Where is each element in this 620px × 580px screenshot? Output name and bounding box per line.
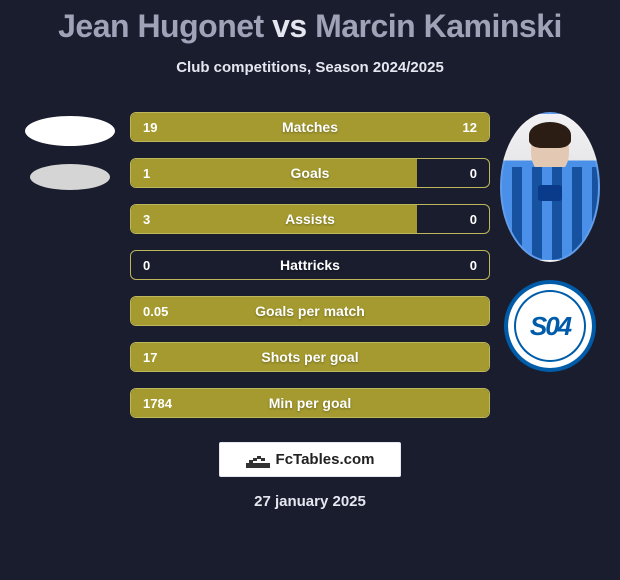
stat-label: Matches <box>131 113 489 141</box>
stat-label: Shots per goal <box>131 343 489 371</box>
player2-club-badge: S04 <box>504 280 596 372</box>
stat-label: Hattricks <box>131 251 489 279</box>
brand-chart-icon <box>246 452 268 468</box>
stat-row: 0.05Goals per match <box>130 296 490 326</box>
stat-value-right: 12 <box>463 113 477 141</box>
subtitle: Club competitions, Season 2024/2025 <box>176 59 444 76</box>
page-title: Jean Hugonet vs Marcin Kaminski <box>58 8 562 45</box>
stat-value-right: 0 <box>470 159 477 187</box>
stat-value-right: 0 <box>470 251 477 279</box>
stat-label: Goals per match <box>131 297 489 325</box>
player1-club-placeholder <box>30 164 110 190</box>
stat-row: 17Shots per goal <box>130 342 490 372</box>
club-badge-text: S04 <box>530 311 570 342</box>
stats-column: 19Matches121Goals03Assists00Hattricks00.… <box>130 112 490 418</box>
stat-row: 19Matches12 <box>130 112 490 142</box>
date-line: 27 january 2025 <box>254 493 366 510</box>
stat-row: 0Hattricks0 <box>130 250 490 280</box>
comparison-card: Jean Hugonet vs Marcin Kaminski Club com… <box>0 0 620 580</box>
title-vs: vs <box>272 8 307 44</box>
comparison-body: 19Matches121Goals03Assists00Hattricks00.… <box>0 112 620 418</box>
stat-label: Goals <box>131 159 489 187</box>
player2-photo <box>500 112 600 262</box>
stat-label: Min per goal <box>131 389 489 417</box>
player2-jersey <box>502 167 598 260</box>
player1-photo-placeholder <box>25 116 115 146</box>
title-player2: Marcin Kaminski <box>315 8 562 44</box>
stat-row: 1Goals0 <box>130 158 490 188</box>
brand-badge: FcTables.com <box>219 442 402 477</box>
stat-row: 3Assists0 <box>130 204 490 234</box>
brand-text: FcTables.com <box>276 451 375 468</box>
left-player-column <box>10 112 130 190</box>
right-player-column: S04 <box>490 112 610 372</box>
stat-value-right: 0 <box>470 205 477 233</box>
stat-row: 1784Min per goal <box>130 388 490 418</box>
stat-label: Assists <box>131 205 489 233</box>
title-player1: Jean Hugonet <box>58 8 264 44</box>
